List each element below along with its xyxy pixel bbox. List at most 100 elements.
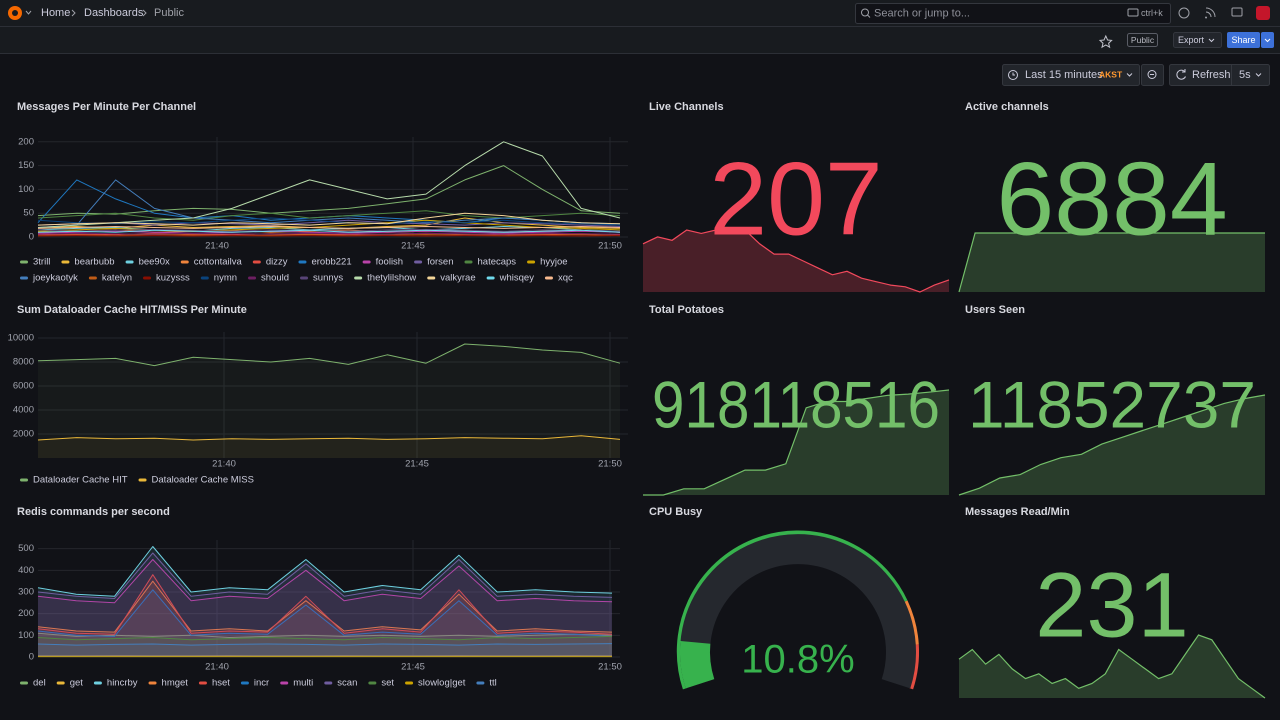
logo-inner — [12, 10, 18, 16]
legend-label[interactable]: joeykaotyk — [32, 273, 78, 284]
help-icon[interactable] — [1178, 7, 1190, 19]
series-line — [37, 226, 621, 229]
share-dropdown[interactable] — [1261, 32, 1274, 48]
series-line — [37, 552, 613, 599]
y-tick-label: 200 — [18, 608, 34, 619]
legend-label[interactable]: foolish — [376, 257, 403, 268]
time-picker[interactable] — [1002, 64, 1140, 86]
search-box[interactable] — [855, 3, 1171, 24]
avatar[interactable] — [1256, 6, 1270, 20]
breadcrumb[interactable]: Dashboards — [84, 7, 144, 19]
legend-label[interactable]: katelyn — [102, 273, 132, 284]
legend-swatch — [527, 260, 536, 264]
search-icon — [867, 14, 871, 18]
legend-swatch — [93, 681, 102, 685]
breadcrumb-sep — [142, 9, 147, 17]
kiosk-icon[interactable] — [1231, 7, 1243, 17]
legend-swatch — [248, 276, 257, 280]
legend-swatch — [476, 681, 485, 685]
series-line — [37, 212, 621, 226]
legend-label[interactable]: hatecaps — [478, 257, 517, 268]
legend-label[interactable]: Dataloader Cache HIT — [33, 475, 128, 486]
series-line — [37, 179, 621, 228]
menu-chevron[interactable] — [25, 10, 32, 15]
legend-label[interactable]: forsen — [427, 257, 453, 268]
legend-label[interactable]: thetylilshow — [367, 273, 416, 284]
share-label[interactable]: Share — [1231, 35, 1255, 45]
legend-label[interactable]: hset — [212, 678, 230, 689]
interval-chevron — [1255, 73, 1262, 77]
legend-label[interactable]: dizzy — [266, 257, 288, 268]
legend-swatch — [20, 478, 28, 482]
gauge-threshold — [903, 600, 919, 645]
series-line — [37, 232, 621, 235]
legend-label[interactable]: xqc — [558, 273, 573, 284]
legend-label[interactable]: multi — [293, 678, 313, 689]
series-area — [38, 559, 612, 657]
series-line — [37, 141, 621, 228]
legend-label[interactable]: whisqey — [499, 273, 535, 284]
x-tick-label: 21:50 — [598, 662, 622, 673]
share-button[interactable] — [1227, 32, 1260, 48]
legend-label[interactable]: kuzysss — [156, 273, 190, 284]
legend-label[interactable]: Dataloader Cache MISS — [152, 475, 254, 486]
refresh-interval[interactable]: 5s — [1239, 69, 1251, 81]
breadcrumb[interactable]: Home — [41, 7, 70, 19]
y-tick-label: 0 — [29, 232, 34, 243]
legend-label[interactable]: hincrby — [107, 678, 138, 689]
legend-label[interactable]: incr — [254, 678, 269, 689]
series-line — [37, 559, 613, 604]
sparkline-area — [959, 395, 1265, 495]
star-icon[interactable] — [1098, 34, 1113, 49]
clock-icon — [1008, 70, 1018, 80]
sparkline — [958, 394, 1266, 496]
timezone: AKST — [1099, 69, 1123, 79]
series-area — [38, 435, 620, 458]
legend-swatch — [544, 276, 553, 280]
x-tick-label: 21:40 — [205, 662, 229, 673]
search-icon — [861, 8, 869, 17]
legend-label[interactable]: set — [381, 678, 394, 689]
legend-label[interactable]: hyyjoe — [540, 257, 567, 268]
legend-label[interactable]: should — [261, 273, 289, 284]
sparkline-area — [643, 390, 949, 495]
legend-label[interactable]: get — [70, 678, 84, 689]
y-tick-label: 50 — [23, 208, 34, 219]
series-area — [38, 574, 612, 657]
export-label[interactable]: Export — [1178, 35, 1205, 45]
legend-label[interactable]: 3trill — [33, 257, 50, 268]
x-tick-label: 21:50 — [598, 241, 622, 252]
legend-label[interactable]: cottontailva — [194, 257, 243, 268]
legend-swatch — [148, 681, 157, 685]
time-chevron — [1126, 73, 1133, 77]
series-area — [38, 589, 612, 657]
legend-label[interactable]: nymn — [214, 273, 237, 284]
legend-label[interactable]: sunnys — [313, 273, 343, 284]
y-tick-label: 4000 — [13, 405, 34, 416]
legend-label[interactable]: hmget — [162, 678, 189, 689]
legend-label[interactable]: valkyrae — [440, 273, 475, 284]
gauge-label: 10.8% — [741, 638, 854, 682]
time-range[interactable]: Last 15 minutes — [1025, 69, 1103, 81]
legend-label[interactable]: bee90x — [139, 257, 170, 268]
search-placeholder[interactable]: Search or jump to... — [874, 7, 970, 19]
legend-label[interactable]: del — [33, 678, 46, 689]
legend-swatch — [405, 681, 414, 685]
legend-label[interactable]: erobb221 — [311, 257, 351, 268]
clock-hands — [1012, 72, 1015, 76]
export-button[interactable] — [1173, 32, 1222, 48]
news-icon[interactable] — [1205, 7, 1216, 19]
legend-label[interactable]: slowlog|get — [418, 678, 466, 689]
legend-label[interactable]: bearbubb — [74, 257, 114, 268]
series-area — [38, 643, 612, 657]
legend-swatch — [88, 276, 97, 280]
legend-swatch — [198, 681, 207, 685]
x-tick-label: 21:45 — [401, 241, 425, 252]
series-line — [37, 589, 613, 637]
legend-label[interactable]: scan — [337, 678, 357, 689]
sparkline-area — [959, 233, 1265, 292]
refresh-label[interactable]: Refresh — [1192, 69, 1231, 81]
refresh-button[interactable] — [1169, 64, 1270, 86]
legend-label[interactable]: ttl — [489, 678, 496, 689]
legend-swatch — [20, 260, 28, 264]
